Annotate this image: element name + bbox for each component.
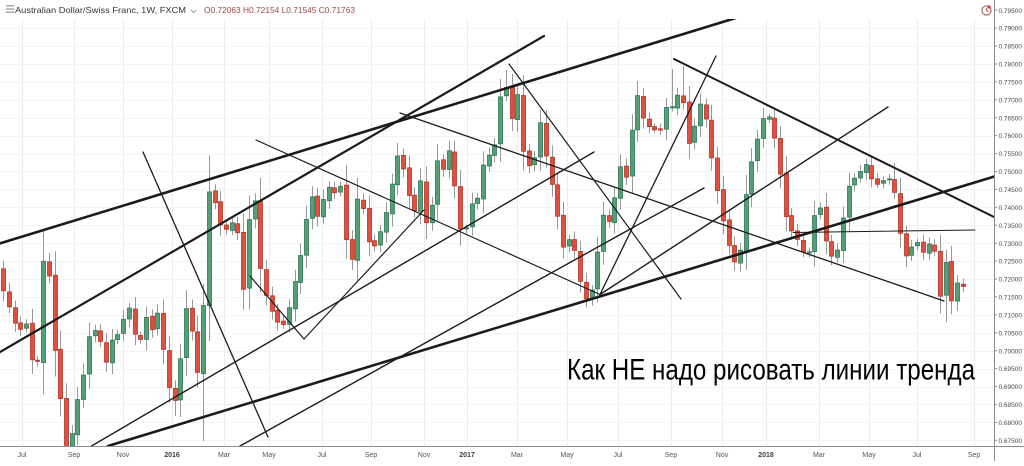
svg-text:0.71000: 0.71000 [999, 312, 1023, 319]
svg-text:0.77000: 0.77000 [999, 97, 1023, 104]
svg-text:Как НЕ надо рисовать линии тре: Как НЕ надо рисовать линии тренда [567, 354, 975, 387]
svg-text:Nov: Nov [716, 452, 729, 459]
svg-text:0.70500: 0.70500 [999, 330, 1023, 337]
svg-text:0.67500: 0.67500 [999, 438, 1023, 445]
svg-text:2018: 2018 [758, 452, 774, 459]
svg-text:0.69000: 0.69000 [999, 384, 1023, 391]
svg-text:Sep: Sep [665, 452, 678, 459]
svg-text:0.78000: 0.78000 [999, 62, 1023, 69]
svg-text:Sep: Sep [968, 452, 981, 459]
svg-text:0.68000: 0.68000 [999, 420, 1023, 427]
svg-text:0.75500: 0.75500 [999, 151, 1023, 158]
svg-text:2016: 2016 [164, 452, 180, 459]
svg-text:0.73000: 0.73000 [999, 241, 1023, 248]
svg-text:Sep: Sep [68, 452, 81, 459]
svg-text:Mar: Mar [813, 452, 826, 459]
svg-text:2017: 2017 [459, 452, 475, 459]
svg-text:Mar: Mar [511, 452, 524, 459]
svg-text:May: May [262, 452, 276, 459]
svg-text:Jul: Jul [614, 452, 623, 459]
svg-text:Mar: Mar [218, 452, 231, 459]
svg-text:May: May [560, 452, 574, 459]
svg-text:0.74500: 0.74500 [999, 187, 1023, 194]
svg-text:O0.72063 H0.72154 L0.71545: O0.72063 H0.72154 L0.71545 C0.71763 [204, 5, 355, 15]
svg-text:Jul: Jul [318, 452, 327, 459]
svg-text:Nov: Nov [418, 452, 431, 459]
svg-text:0.76000: 0.76000 [999, 133, 1023, 140]
svg-text:0.76500: 0.76500 [999, 115, 1023, 122]
svg-text:0.74000: 0.74000 [999, 205, 1023, 212]
svg-text:Australian Dollar/Swiss Franc,: Australian Dollar/Swiss Franc, 1W, FXCM [15, 5, 186, 15]
svg-text:0.68500: 0.68500 [999, 402, 1023, 409]
svg-text:Sep: Sep [365, 452, 378, 459]
svg-text:0.69500: 0.69500 [999, 366, 1023, 373]
svg-text:0.79500: 0.79500 [999, 8, 1023, 15]
svg-text:0.77500: 0.77500 [999, 80, 1023, 87]
svg-text:0.72500: 0.72500 [999, 259, 1023, 266]
svg-text:0.73500: 0.73500 [999, 223, 1023, 230]
svg-text:0.78500: 0.78500 [999, 44, 1023, 51]
svg-text:0.71500: 0.71500 [999, 295, 1023, 302]
svg-text:Jul: Jul [18, 452, 27, 459]
svg-text:0.75000: 0.75000 [999, 169, 1023, 176]
svg-text:Jul: Jul [913, 452, 922, 459]
svg-text:Nov: Nov [117, 452, 130, 459]
svg-text:0.70000: 0.70000 [999, 348, 1023, 355]
svg-text:0.72000: 0.72000 [999, 277, 1023, 284]
svg-text:0.79000: 0.79000 [999, 26, 1023, 33]
svg-text:May: May [862, 452, 876, 459]
